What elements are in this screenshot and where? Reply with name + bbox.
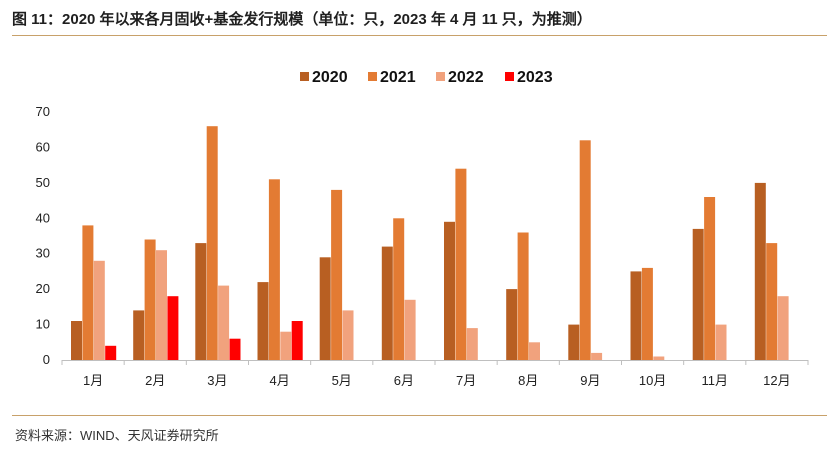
legend-label-2022: 2022 [448,69,484,86]
bar-2023 [229,338,241,360]
bar-2022 [342,310,354,360]
bar-2023 [167,296,179,360]
bar-2020 [754,182,766,360]
y-tick-label: 10 [36,317,50,332]
legend-label-2021: 2021 [380,69,416,86]
bar-2020 [630,271,642,360]
y-tick-label: 70 [36,104,50,119]
x-axis: 1月 2月 3月 4月 5月 6月 7月 8月 9月 10月 11月 12月 [61,360,809,388]
bar-2022 [280,331,292,360]
x-tick-label: 9月 [580,373,600,388]
x-tick-label: 10月 [639,373,666,388]
bar-2022 [93,260,105,360]
bar-2020 [506,289,518,360]
bar-2022 [218,285,230,360]
bar-2022 [529,342,540,360]
bar-2021 [517,232,529,360]
bar-2021 [766,243,778,360]
y-axis: 0 10 20 30 40 50 60 70 [36,104,50,367]
bar-2020 [133,310,145,360]
bar-2020 [195,243,207,360]
bar-2023 [291,321,303,360]
bars [71,126,789,360]
bar-2021 [331,189,343,360]
y-tick-label: 60 [36,139,50,154]
source-note: 资料来源：WIND、天风证券研究所 [15,428,219,443]
bar-2021 [579,140,591,360]
x-tick-label: 11月 [702,373,729,388]
bar-2022 [777,296,789,360]
x-tick-label: 5月 [332,373,352,388]
bar-2021 [393,218,405,360]
x-tick-label: 3月 [207,373,227,388]
bar-2021 [206,126,218,360]
bar-chart: 2020 2021 2022 2023 0 10 20 30 40 50 60 70 1月 2月 3月 4… [36,69,809,388]
bar-2022 [591,352,603,360]
bar-2022 [653,356,665,360]
bar-2022 [156,250,167,360]
x-tick-label: 12月 [763,373,790,388]
bar-2020 [71,321,82,360]
x-tick-label: 6月 [394,373,414,388]
legend-label-2020: 2020 [312,69,348,86]
bar-2021 [641,267,653,360]
y-tick-label: 30 [36,246,50,261]
legend-swatch-2022 [436,72,445,81]
bar-2020 [257,282,269,360]
footer-divider [12,415,827,416]
x-tick-label: 1月 [83,373,103,388]
x-tick-label: 2月 [145,373,165,388]
bar-2021 [268,179,280,360]
legend-swatch-2023 [505,72,514,81]
bar-2022 [466,328,478,360]
bar-2022 [715,324,727,360]
bar-2021 [704,197,716,360]
bar-2021 [455,168,467,360]
legend: 2020 2021 2022 2023 [300,69,553,86]
legend-swatch-2021 [368,72,377,81]
legend-label-2023: 2023 [517,69,553,86]
bar-2021 [82,225,94,360]
bar-2020 [568,324,580,360]
bar-2021 [144,239,156,360]
title-divider [12,35,827,36]
y-tick-label: 40 [36,210,50,225]
bar-2023 [105,345,117,360]
bar-2022 [404,299,416,360]
bar-2020 [319,257,331,360]
y-tick-label: 0 [43,352,50,367]
bar-2020 [444,221,455,360]
chart-title: 图 11：2020 年以来各月固收+基金发行规模（单位：只，2023 年 4 月… [12,11,592,28]
y-tick-label: 50 [36,175,50,190]
y-tick-label: 20 [36,281,50,296]
legend-swatch-2020 [300,72,309,81]
x-tick-label: 7月 [456,373,476,388]
bar-2020 [381,246,393,360]
x-tick-label: 4月 [269,373,289,388]
bar-2020 [692,228,704,360]
x-tick-label: 8月 [518,373,538,388]
